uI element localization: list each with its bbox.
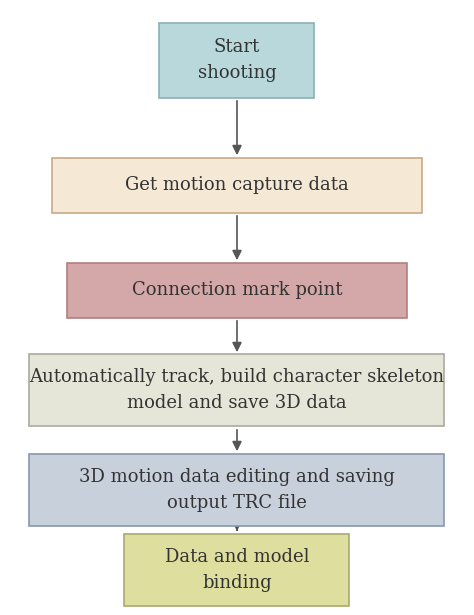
FancyBboxPatch shape [67,263,407,317]
FancyBboxPatch shape [159,23,315,98]
Text: Data and model
binding: Data and model binding [165,549,309,592]
FancyBboxPatch shape [52,157,422,213]
FancyBboxPatch shape [125,534,349,606]
Text: Automatically track, build character skeleton
model and save 3D data: Automatically track, build character ske… [29,368,445,411]
FancyBboxPatch shape [29,354,445,426]
Text: 3D motion data editing and saving
output TRC file: 3D motion data editing and saving output… [79,469,395,512]
FancyBboxPatch shape [29,454,445,526]
Text: Connection mark point: Connection mark point [132,281,342,299]
Text: Start
shooting: Start shooting [198,39,276,82]
Text: Get motion capture data: Get motion capture data [125,176,349,194]
